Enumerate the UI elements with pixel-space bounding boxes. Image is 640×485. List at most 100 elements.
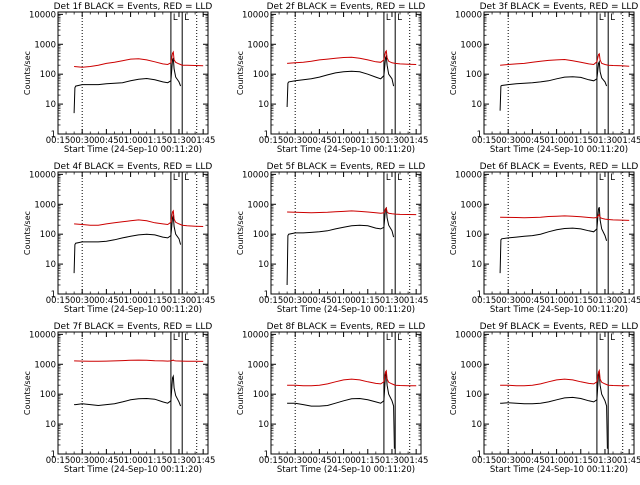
series-lld-line [287, 369, 417, 387]
panel-title: Det 6f BLACK = Events, RED = LLD [480, 162, 639, 172]
y-tick-label: 10 [471, 420, 482, 430]
marker-label: L [610, 173, 615, 183]
y-tick-label: 10 [45, 260, 56, 270]
x-tick-label: 00:45 [520, 296, 545, 306]
y-tick-label: 1000 [460, 40, 482, 50]
marker-label: L [184, 333, 189, 343]
marker-label: L [173, 173, 178, 183]
y-tick-label: 100 [253, 70, 269, 80]
x-tick-label: 01:15 [143, 296, 168, 306]
marker-label: L [599, 13, 604, 23]
x-tick-label: 01:45 [404, 136, 429, 146]
x-tick-label: 01:15 [356, 136, 381, 146]
y-tick-label: 10 [45, 100, 56, 110]
y-tick-label: 1000 [34, 40, 56, 50]
x-tick-label: 01:00 [118, 296, 143, 306]
x-tick-label: 01:00 [331, 136, 356, 146]
marker-label: L [397, 173, 402, 183]
x-tick-label: 01:00 [118, 456, 143, 466]
x-tick-label: 01:15 [143, 456, 168, 466]
x-tick-label: 00:30 [496, 136, 521, 146]
x-tick-label: 00:30 [283, 296, 308, 306]
y-tick-label: 10 [258, 420, 269, 430]
x-tick-label: 01:15 [569, 456, 594, 466]
y-tick-label: 100 [253, 390, 269, 400]
x-tick-label: 00:30 [70, 136, 95, 146]
x-tick-label: 00:15 [259, 456, 284, 466]
x-tick-label: 01:30 [167, 296, 192, 306]
y-tick-label: 100 [466, 70, 482, 80]
plot-frame [483, 331, 635, 455]
x-tick-label: 01:30 [593, 136, 618, 146]
panel-title: Det 1f BLACK = Events, RED = LLD [54, 2, 213, 12]
x-tick-label: 00:15 [472, 456, 497, 466]
y-tick-label: 100 [40, 390, 56, 400]
x-tick-label: 01:30 [380, 456, 405, 466]
y-tick-label: 10 [471, 100, 482, 110]
y-tick-label: 100 [40, 70, 56, 80]
panel-title: Det 8f BLACK = Events, RED = LLD [267, 322, 426, 332]
series-lld-line [74, 359, 204, 362]
panel-title: Det 4f BLACK = Events, RED = LLD [54, 162, 213, 172]
series-events-line [73, 214, 182, 274]
x-tick-label: 01:00 [331, 296, 356, 306]
x-tick-label: 01:45 [191, 136, 216, 146]
x-tick-label: 01:45 [617, 136, 640, 146]
x-tick-label: 01:00 [544, 456, 569, 466]
detector-panel: Det 8f BLACK = Events, RED = LLD 1 10 100 10… [236, 322, 428, 475]
y-tick-label: 1000 [247, 40, 269, 50]
x-tick-label: 01:15 [356, 296, 381, 306]
x-axis-label: Start Time (24-Sep-10 00:11:20) [277, 305, 415, 315]
y-tick-label: 100 [40, 230, 56, 240]
series-events-line [74, 374, 182, 407]
marker-label: L [184, 173, 189, 183]
series-lld-line [287, 49, 417, 65]
x-tick-label: 01:30 [593, 296, 618, 306]
marker-label: L [184, 13, 189, 23]
x-axis-label: Start Time (24-Sep-10 00:11:20) [490, 465, 628, 475]
plot-frame [57, 331, 209, 455]
x-tick-label: 00:15 [46, 456, 71, 466]
marker-label: L [599, 173, 604, 183]
plot-frame [270, 171, 422, 295]
y-tick-label: 1 [51, 130, 56, 140]
x-tick-label: 01:15 [569, 296, 594, 306]
x-tick-label: 01:45 [404, 296, 429, 306]
x-tick-label: 01:30 [380, 136, 405, 146]
y-tick-label: 1000 [460, 360, 482, 370]
panel-title: Det 7f BLACK = Events, RED = LLD [54, 322, 213, 332]
x-axis-label: Start Time (24-Sep-10 00:11:20) [277, 465, 415, 475]
series-lld-line [500, 52, 630, 67]
y-axis-label: Counts/sec [236, 371, 245, 415]
x-tick-label: 01:45 [404, 456, 429, 466]
plot-frame [483, 171, 635, 295]
marker-label: L [397, 333, 402, 343]
x-axis-label: Start Time (24-Sep-10 00:11:20) [490, 145, 628, 155]
x-tick-label: 00:45 [94, 456, 119, 466]
detector-panel: Det 1f BLACK = Events, RED = LLD 1 10 100 10… [23, 2, 215, 155]
x-tick-label: 00:45 [520, 456, 545, 466]
x-tick-label: 00:45 [520, 136, 545, 146]
detector-panel: Det 3f BLACK = Events, RED = LLD 1 10 100 10… [449, 2, 640, 155]
y-tick-label: 1000 [460, 200, 482, 210]
series-lld-line [500, 368, 630, 387]
y-tick-label: 1 [477, 450, 482, 460]
x-tick-label: 01:45 [617, 456, 640, 466]
x-tick-label: 01:00 [544, 136, 569, 146]
y-tick-label: 100 [253, 230, 269, 240]
panel-title: Det 2f BLACK = Events, RED = LLD [267, 2, 426, 12]
x-tick-label: 01:00 [331, 456, 356, 466]
x-tick-label: 00:30 [283, 456, 308, 466]
series-events-line [287, 371, 395, 449]
detector-panel: Det 7f BLACK = Events, RED = LLD 1 10 100 10… [23, 322, 215, 475]
y-tick-label: 10000 [242, 170, 269, 180]
x-tick-label: 00:15 [46, 296, 71, 306]
y-tick-label: 1000 [34, 200, 56, 210]
y-axis-label: Counts/sec [23, 371, 32, 415]
marker-label: L [386, 333, 391, 343]
plot-frame [483, 11, 635, 135]
y-tick-label: 1 [477, 290, 482, 300]
marker-label: L [610, 13, 615, 23]
